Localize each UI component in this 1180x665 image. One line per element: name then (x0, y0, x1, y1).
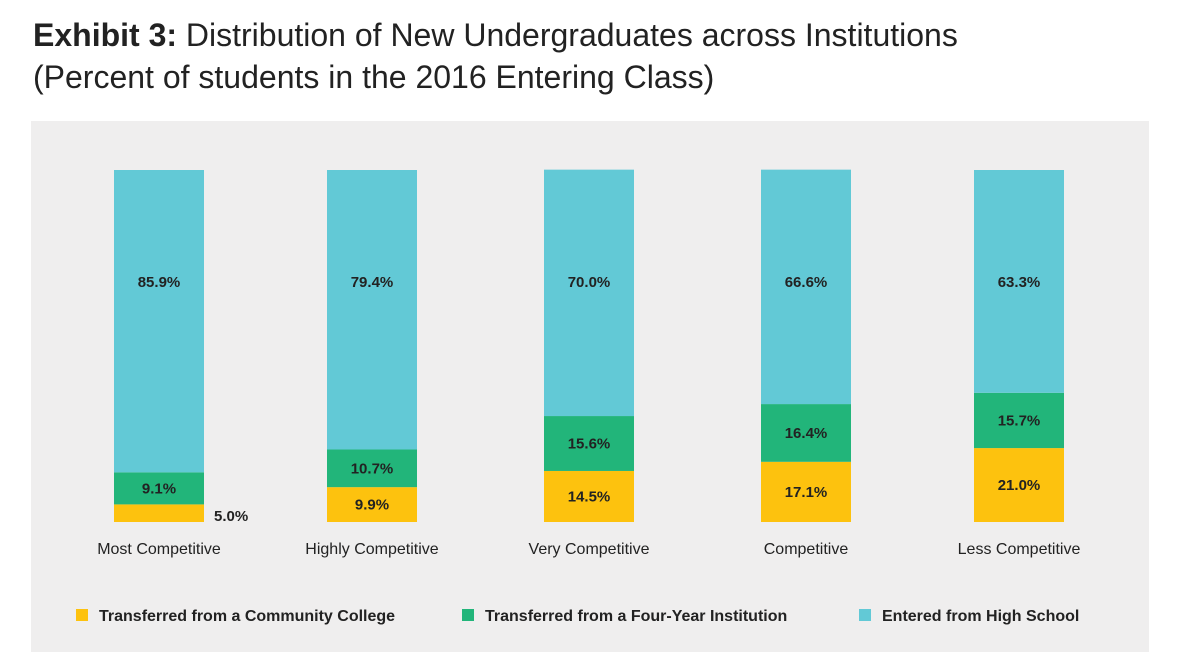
data-label-four-year: 15.7% (998, 412, 1041, 429)
chart-panel: 5.0% 9.1% 85.9% Most Competitive 9.9% 10.7% 79… (31, 121, 1149, 652)
legend-swatch-community-college (76, 609, 88, 621)
bar-segment-community-college (327, 487, 417, 522)
legend-label-high-school: Entered from High School (882, 608, 1079, 625)
title-prefix: Exhibit 3: (33, 17, 178, 53)
data-label-four-year: 15.6% (568, 436, 611, 453)
bar-segment-high-school (327, 170, 417, 450)
data-label-high-school: 66.6% (785, 274, 828, 291)
bar-segment-community-college (761, 461, 851, 522)
category-label: Less Competitive (958, 541, 1081, 558)
data-label-four-year: 9.1% (142, 480, 176, 497)
bar-segment-community-college (974, 448, 1064, 522)
category-label: Highly Competitive (305, 541, 438, 558)
chart-title: Exhibit 3: Distribution of New Undergrad… (33, 14, 1153, 98)
category-label: Most Competitive (97, 541, 221, 558)
bar-segment-four-year (544, 416, 634, 471)
data-label-community-college: 9.9% (355, 497, 389, 514)
data-label-high-school: 70.0% (568, 274, 611, 291)
data-label-four-year: 10.7% (351, 460, 394, 477)
stacked-bar-chart: 5.0% 9.1% 85.9% Most Competitive 9.9% 10.7% 79… (76, 169, 1081, 625)
title-text: Distribution of New Undergraduates acros… (185, 17, 958, 53)
legend-label-community-college: Transferred from a Community College (99, 608, 395, 625)
bar-segment-four-year (327, 449, 417, 488)
bar-segment-community-college (114, 504, 204, 522)
legend-swatch-high-school (859, 609, 871, 621)
category-label: Competitive (764, 541, 849, 558)
data-label-community-college: 17.1% (785, 484, 828, 501)
legend-swatch-four-year (462, 609, 474, 621)
data-label-community-college: 5.0% (214, 508, 248, 525)
data-label-community-college: 14.5% (568, 488, 611, 505)
bar-segment-high-school (761, 169, 851, 405)
bar-segment-four-year (114, 472, 204, 505)
data-label-high-school: 63.3% (998, 274, 1041, 291)
data-label-high-school: 79.4% (351, 274, 394, 291)
bar-segment-community-college (544, 470, 634, 522)
chart-subtitle: (Percent of students in the 2016 Enterin… (33, 59, 715, 95)
data-label-four-year: 16.4% (785, 425, 828, 442)
bar-segment-high-school (974, 170, 1064, 393)
data-label-community-college: 21.0% (998, 477, 1041, 494)
category-label: Very Competitive (529, 541, 650, 558)
bar-segment-four-year (761, 404, 851, 462)
bar-segment-four-year (974, 392, 1064, 449)
bar-segment-high-school (114, 170, 204, 473)
legend-label-four-year: Transferred from a Four-Year Institution (485, 608, 787, 625)
data-label-high-school: 85.9% (138, 274, 181, 291)
bar-segment-high-school (544, 169, 634, 417)
